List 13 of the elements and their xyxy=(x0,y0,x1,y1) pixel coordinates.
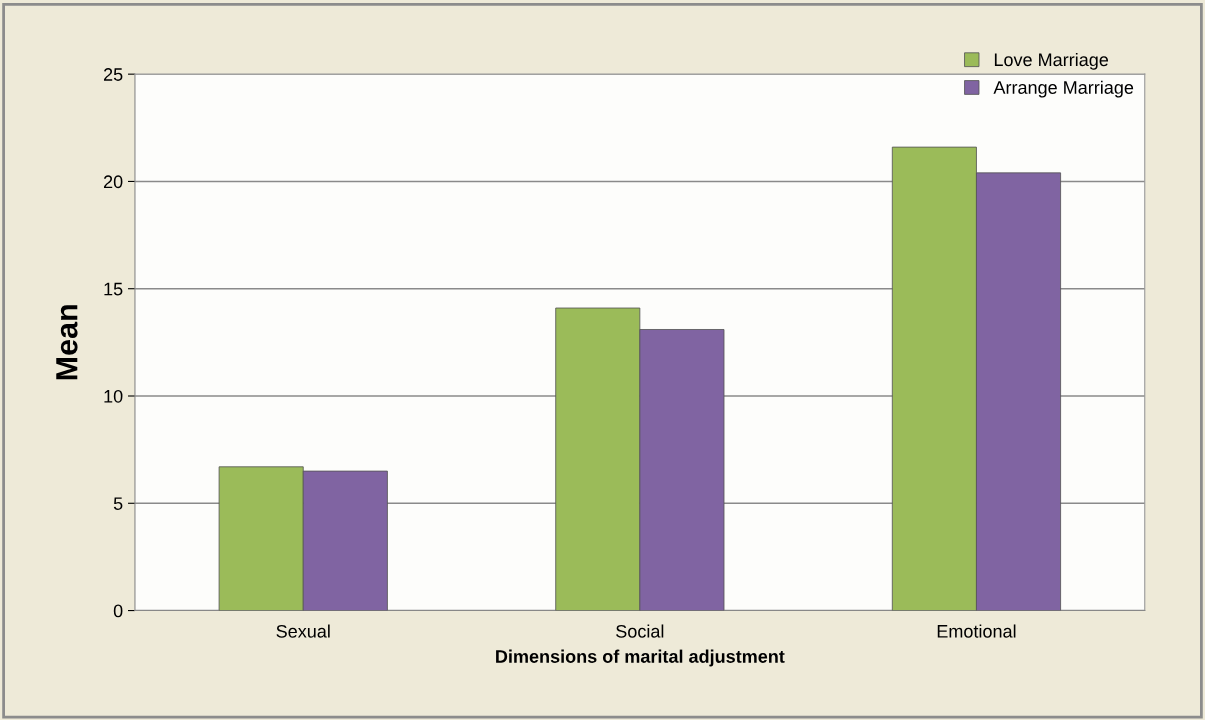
x-axis-title: Dimensions of marital adjustment xyxy=(496,649,785,667)
y-tick-label: 5 xyxy=(113,497,123,510)
y-axis-title: Mean xyxy=(56,305,78,380)
legend-label: Arrange Marriage xyxy=(993,80,1134,98)
y-tick-label: 15 xyxy=(104,282,123,296)
legend-label: Love Marriage xyxy=(994,52,1109,70)
y-tick-label: 0 xyxy=(113,604,123,618)
y-tick-label: 25 xyxy=(103,68,123,81)
y-tick-label: 10 xyxy=(104,389,123,403)
x-tick-label: Sexual xyxy=(276,624,330,638)
y-tick-label: 20 xyxy=(103,175,123,189)
x-tick-label: Emotional xyxy=(937,624,1016,638)
x-tick-label: Social xyxy=(616,624,664,638)
